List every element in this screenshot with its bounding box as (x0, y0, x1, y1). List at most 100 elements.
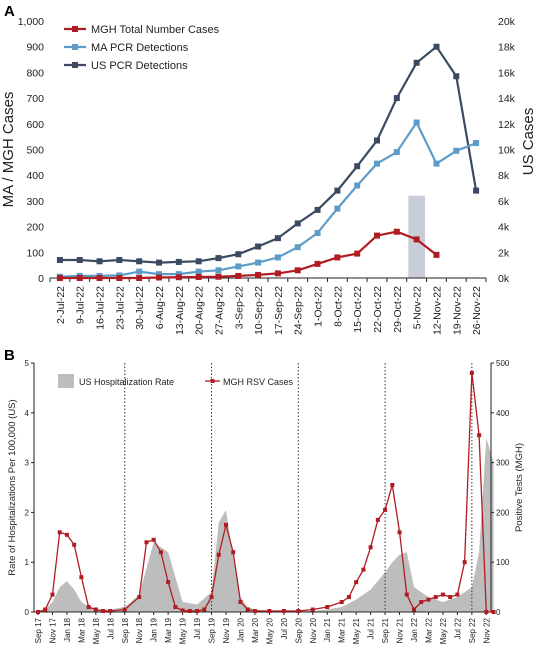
y-tick-label: 4 (25, 409, 30, 418)
y2-tick-label: 0k (498, 273, 510, 285)
data-point-2 (255, 243, 262, 250)
mgh-rsv-point (281, 609, 286, 614)
x-tick-label: Jul 22 (453, 617, 462, 639)
y2-axis-label: US Cases (520, 108, 537, 176)
data-point-1 (354, 182, 361, 189)
x-tick-label: May 19 (179, 617, 188, 644)
x-tick-label: Sep 18 (121, 617, 130, 643)
x-tick-label: Jul 19 (193, 617, 202, 639)
x-tick-label: Jul 18 (106, 617, 115, 639)
data-point-2 (314, 206, 321, 213)
data-point-0 (235, 272, 242, 279)
x-tick-label: 19-Nov-22 (451, 286, 463, 335)
panel-a-label: A (4, 3, 15, 20)
x-tick-label: Nov 18 (135, 617, 144, 643)
mgh-rsv-point (433, 595, 438, 600)
mgh-rsv-point (267, 609, 272, 614)
data-point-1 (433, 160, 440, 167)
mgh-rsv-point (375, 517, 380, 522)
x-tick-label: Jan 19 (150, 617, 159, 642)
y-tick-label: 900 (26, 42, 44, 54)
y-tick-label: 100 (26, 247, 44, 259)
mgh-rsv-point (390, 483, 395, 488)
y2-tick-label: 200 (496, 508, 510, 517)
data-point-1 (175, 271, 182, 278)
legend-label: MGH RSV Cases (223, 377, 294, 387)
legend-label: US PCR Detections (91, 60, 188, 72)
mgh-rsv-point (448, 595, 453, 600)
x-tick-label: Jan 18 (63, 617, 72, 642)
legend-swatch-area (58, 374, 74, 388)
x-tick-label: Sep 22 (468, 617, 477, 643)
mgh-rsv-point (361, 567, 366, 572)
mgh-rsv-point (296, 609, 301, 614)
y2-tick-label: 8k (498, 170, 510, 182)
y2-tick-label: 12k (498, 119, 516, 131)
data-point-0 (413, 236, 420, 243)
mgh-rsv-point (245, 607, 250, 612)
y-axis-label: MA / MGH Cases (0, 92, 17, 208)
mgh-rsv-point (440, 592, 445, 597)
x-tick-label: 22-Oct-22 (372, 286, 384, 333)
data-point-2 (393, 95, 400, 102)
mgh-rsv-point (419, 600, 424, 605)
data-point-0 (156, 274, 162, 281)
x-tick-label: 2-Jul-22 (55, 286, 67, 324)
data-point-0 (393, 228, 400, 235)
x-tick-label: 8-Oct-22 (332, 286, 344, 327)
y2-tick-label: 16k (498, 67, 516, 79)
x-tick-label: 5-Nov-22 (412, 286, 424, 329)
x-tick-label: Nov 20 (309, 617, 318, 643)
mgh-rsv-point (173, 605, 178, 610)
data-point-2 (56, 257, 63, 264)
legend-label: MA PCR Detections (91, 42, 189, 54)
x-tick-label: Nov 17 (48, 617, 57, 643)
data-point-0 (56, 275, 63, 281)
data-point-2 (374, 137, 380, 144)
y-tick-label: 5 (25, 359, 30, 368)
y2-tick-label: 500 (496, 359, 510, 368)
mgh-rsv-point (158, 550, 163, 555)
mgh-rsv-point (64, 532, 69, 537)
x-tick-label: Mar 18 (77, 617, 86, 642)
mgh-rsv-point (108, 609, 113, 614)
x-tick-label: Jul 21 (367, 617, 376, 639)
y-tick-label: 300 (26, 196, 44, 208)
series-line-2 (59, 45, 478, 264)
x-tick-label: Jan 21 (323, 617, 332, 642)
watermark: @丽丽研网 (472, 642, 527, 655)
mgh-rsv-point (477, 433, 482, 438)
x-tick-label: May 20 (265, 617, 274, 644)
data-point-2 (334, 187, 341, 194)
data-point-2 (413, 59, 420, 66)
data-point-2 (175, 258, 182, 265)
data-point-0 (334, 254, 341, 261)
legend-marker (72, 44, 78, 50)
x-tick-label: Mar 20 (251, 617, 260, 642)
x-tick-label: Jul 20 (280, 617, 289, 639)
data-point-1 (195, 268, 202, 275)
x-tick-label: 10-Sep-22 (253, 286, 265, 335)
x-tick-label: Nov 19 (222, 617, 231, 643)
x-tick-label: Sep 17 (34, 617, 43, 643)
x-tick-label: 23-Jul-22 (114, 286, 126, 330)
data-point-1 (393, 149, 400, 156)
mgh-rsv-point (368, 545, 373, 550)
x-tick-label: 27-Aug-22 (213, 286, 225, 335)
mgh-rsv-point (426, 597, 431, 602)
x-tick-label: 26-Nov-22 (471, 286, 483, 335)
y2-tick-label: 4k (498, 222, 510, 234)
data-point-1 (473, 140, 480, 147)
y2-tick-label: 18k (498, 42, 516, 54)
data-point-2 (294, 220, 301, 227)
x-tick-label: 24-Sep-22 (293, 286, 305, 335)
x-tick-label: Mar 19 (164, 617, 173, 642)
x-tick-label: May 22 (439, 617, 448, 644)
data-point-0 (96, 275, 103, 281)
x-tick-label: 17-Sep-22 (273, 286, 285, 335)
data-point-1 (374, 160, 380, 167)
data-point-2 (116, 257, 123, 264)
mgh-rsv-point (137, 595, 142, 600)
data-point-1 (314, 230, 321, 237)
